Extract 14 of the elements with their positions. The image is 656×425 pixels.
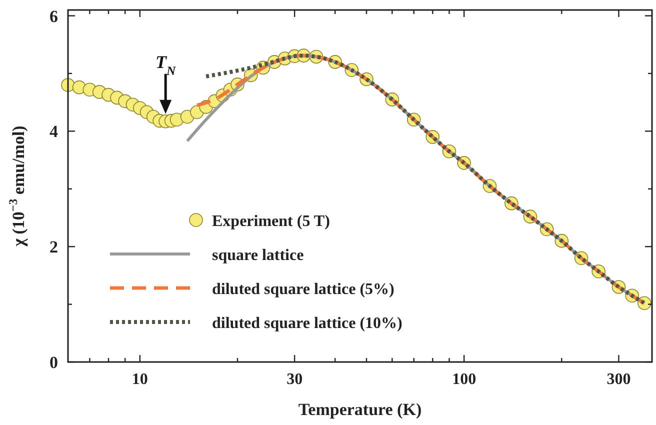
x-tick-label: 100 — [452, 371, 476, 388]
y-tick-label: 0 — [50, 353, 58, 372]
legend-label: diluted square lattice (5%) — [212, 281, 394, 298]
legend-label: Experiment (5 T) — [212, 213, 330, 230]
annotation: T$_{N}$ — [156, 52, 177, 78]
x-axis-title: Temperature (K) — [298, 400, 422, 419]
x-tick-label: 30 — [286, 371, 303, 388]
x-tick-label: 300 — [606, 371, 631, 388]
y-tick-label: 4 — [50, 122, 58, 142]
y-tick-label: 2 — [50, 238, 58, 257]
x-tick-label: 10 — [132, 371, 148, 388]
legend-label: diluted square lattice (10%) — [212, 315, 402, 332]
y-tick-label: 6 — [50, 6, 58, 26]
legend-label: square lattice — [212, 247, 304, 264]
